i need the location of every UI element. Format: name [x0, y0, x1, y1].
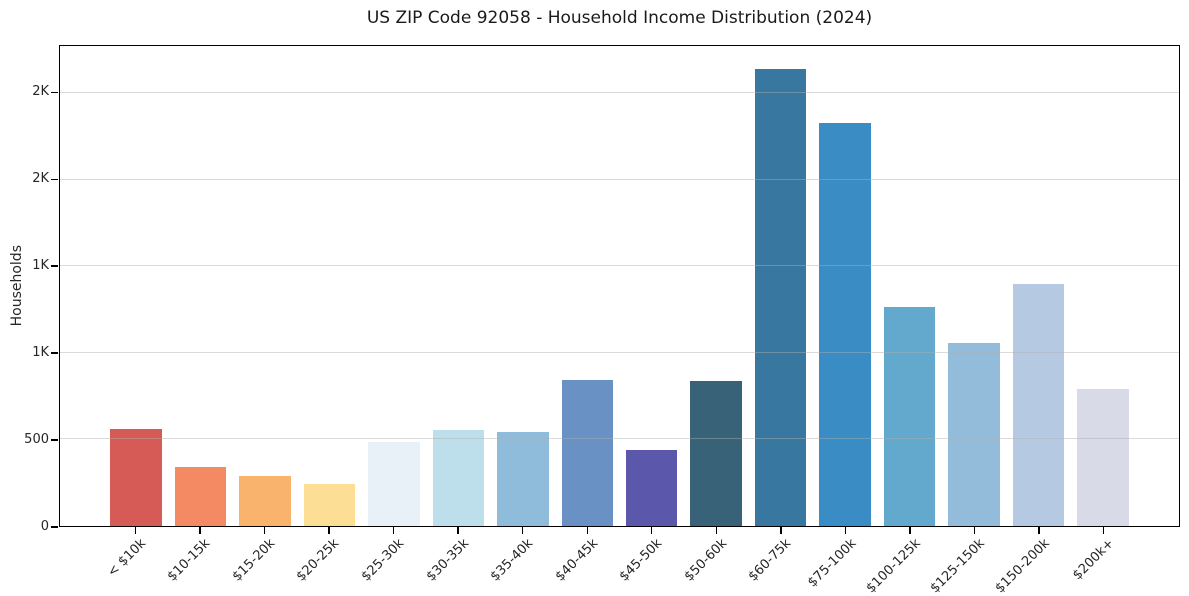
bar-slot — [877, 46, 941, 526]
x-tick-label: $60-75k — [746, 536, 795, 585]
y-axis-label: Households — [9, 245, 25, 327]
x-tick-label: $35-40k — [487, 536, 537, 585]
bar-slot — [362, 46, 426, 526]
y-tick-mark — [51, 265, 58, 267]
x-tick-mark — [134, 527, 136, 534]
bar-slot — [813, 46, 877, 526]
x-tick-label: $50-60k — [681, 536, 730, 585]
x-tick-mark — [973, 527, 976, 534]
x-tick-mark — [328, 527, 330, 534]
bar-slot — [491, 46, 555, 526]
bar-$40-45k — [561, 379, 614, 526]
bar-slot — [104, 46, 168, 526]
bar-slot — [684, 46, 748, 526]
bar-$200k+ — [1077, 389, 1129, 526]
bar-slot — [168, 46, 232, 526]
y-tick-mark — [51, 526, 58, 528]
x-tick-label: $125-150k — [928, 536, 989, 596]
bar-$75-100k — [819, 122, 871, 526]
x-tick-mark — [715, 527, 718, 534]
bar-$50-60k — [690, 380, 742, 526]
x-tick-mark — [263, 527, 266, 534]
x-tick-mark — [651, 527, 653, 534]
bar-$20-25k — [303, 483, 356, 526]
bar-$10-15k — [174, 467, 227, 526]
bar-$35-40k — [497, 431, 549, 526]
x-tick-label: $40-45k — [552, 536, 601, 585]
x-tick-mark — [1038, 527, 1040, 534]
x-tick-label: $10-15k — [164, 536, 214, 585]
bar-slot — [620, 46, 684, 526]
bar-slot — [1071, 46, 1135, 526]
y-tick-label: 1K — [32, 345, 49, 361]
x-tick-mark — [199, 527, 201, 534]
bar-$150-200k — [1012, 284, 1065, 526]
y-tick-mark — [51, 439, 58, 441]
bar-$125-150k — [948, 343, 1000, 526]
x-tick-label: $25-30k — [358, 536, 408, 585]
x-tick-label: < $10k — [104, 536, 149, 581]
x-tick-label: $150-200k — [992, 536, 1053, 596]
x-tick-mark — [844, 527, 847, 534]
x-tick-mark — [457, 527, 459, 534]
x-tick-label: $20-25k — [294, 536, 343, 585]
bar-slot — [748, 46, 812, 526]
bar-$60-75k — [754, 68, 807, 526]
y-tick-label: 1K — [32, 258, 49, 274]
x-tick-mark — [909, 527, 911, 534]
x-tick-mark — [586, 527, 588, 534]
bar-$15-20k — [239, 475, 291, 526]
bar-slot — [1006, 46, 1070, 526]
bar-$45-50k — [625, 449, 678, 526]
bar-$30-35k — [432, 429, 485, 526]
y-tick-mark — [51, 91, 58, 93]
x-tick-mark — [780, 527, 782, 534]
bar-$100-125k — [883, 306, 936, 526]
chart-title: US ZIP Code 92058 - Household Income Dis… — [366, 8, 873, 28]
x-tick-mark — [1103, 527, 1105, 534]
bar-< $10k — [110, 429, 162, 526]
bar-slot — [297, 46, 361, 526]
bar-slot — [555, 46, 619, 526]
y-tick-label: 500 — [24, 432, 49, 448]
x-tick-label: $200k+ — [1070, 536, 1118, 584]
y-tick-mark — [51, 352, 58, 354]
y-tick-label: 0 — [40, 519, 49, 534]
y-axis-label-wrap: Households — [6, 45, 28, 527]
x-tick-label: $45-50k — [616, 536, 666, 585]
y-tick-label: 2K — [32, 171, 49, 187]
bar-slot — [426, 46, 490, 526]
bar-slot — [942, 46, 1006, 526]
x-tick-label: $100-125k — [863, 536, 924, 596]
x-tick-label: $30-35k — [423, 536, 472, 585]
plot-area — [59, 45, 1180, 527]
bars-layer — [60, 46, 1179, 526]
x-tick-mark — [392, 527, 395, 534]
bar-$25-30k — [368, 442, 420, 526]
bar-slot — [233, 46, 297, 526]
x-tick-label: $75-100k — [804, 536, 860, 591]
x-tick-label: $15-20k — [229, 536, 279, 585]
y-tick-mark — [51, 178, 58, 180]
y-tick-label: 2K — [32, 84, 49, 100]
x-tick-mark — [521, 527, 524, 534]
